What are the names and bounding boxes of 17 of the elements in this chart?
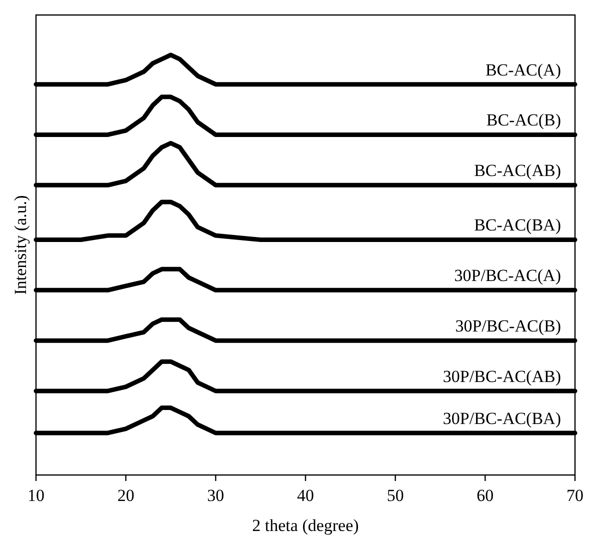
x-tick-label: 60: [476, 486, 494, 505]
x-tick-label: 20: [117, 486, 134, 505]
series-label: 30P/BC-AC(BA): [442, 408, 561, 428]
series-label: BC-AC(BA): [474, 216, 561, 235]
y-axis-title: Intensity (a.u.): [11, 195, 30, 295]
series-label: BC-AC(B): [486, 110, 561, 130]
series-label: 30P/BC-AC(B): [455, 316, 561, 336]
series-label: BC-AC(A): [485, 60, 561, 80]
x-axis-title: 2 theta (degree): [252, 516, 359, 535]
x-tick-label: 70: [566, 486, 584, 505]
series-label: 30P/BC-AC(AB): [442, 366, 561, 386]
series-label: 30P/BC-AC(A): [454, 266, 561, 286]
series-label: BC-AC(AB): [474, 161, 561, 180]
x-tick-label: 40: [297, 486, 314, 505]
x-tick-label: 10: [28, 486, 44, 505]
x-tick-label: 30: [207, 486, 224, 505]
x-tick-label: 50: [386, 486, 404, 505]
